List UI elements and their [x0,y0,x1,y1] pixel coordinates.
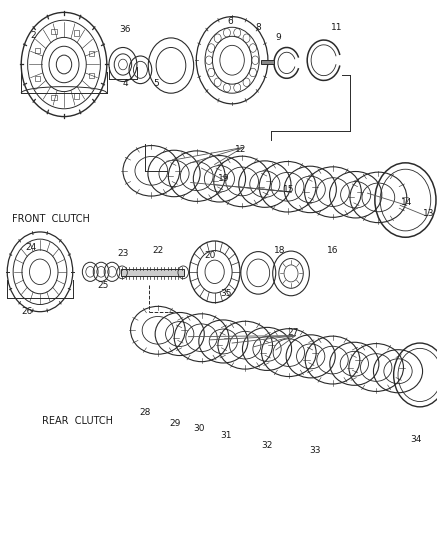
Text: 5: 5 [153,78,159,87]
Bar [261,60,275,64]
Text: 6: 6 [227,18,233,27]
Text: 30: 30 [194,424,205,433]
Text: 19: 19 [218,174,229,183]
Text: 2: 2 [31,31,36,40]
Text: 25: 25 [98,280,109,289]
Text: 20: 20 [205,252,216,260]
Bar [51,29,57,35]
Text: 32: 32 [261,441,273,450]
Bar [74,30,79,36]
Text: 35: 35 [220,288,231,297]
Text: 15: 15 [283,185,295,194]
Text: 36: 36 [120,26,131,35]
Text: FRONT  CLUTCH: FRONT CLUTCH [12,214,90,224]
Text: 18: 18 [274,246,286,255]
Bar [35,76,40,81]
Text: 29: 29 [170,419,181,428]
Text: 34: 34 [410,435,421,444]
Bar [88,51,94,56]
Text: 16: 16 [327,246,338,255]
Text: 28: 28 [139,408,151,417]
Text: 27: 27 [287,328,299,337]
Text: 14: 14 [401,198,413,207]
Bar [74,93,79,99]
Text: 22: 22 [152,246,163,255]
Bar [88,72,94,78]
Bar [51,94,57,100]
Bar [121,269,184,276]
Text: 23: 23 [117,249,129,258]
Text: 12: 12 [235,145,247,154]
Text: 26: 26 [21,307,32,316]
Text: 13: 13 [423,209,434,218]
Text: 33: 33 [309,447,321,456]
Text: 24: 24 [26,244,37,253]
Text: 9: 9 [275,34,281,43]
Text: REAR  CLUTCH: REAR CLUTCH [42,416,113,426]
Text: 11: 11 [331,23,343,32]
Text: 4: 4 [122,78,128,87]
Text: 31: 31 [220,431,231,440]
Text: 8: 8 [255,23,261,32]
Bar [35,48,40,53]
